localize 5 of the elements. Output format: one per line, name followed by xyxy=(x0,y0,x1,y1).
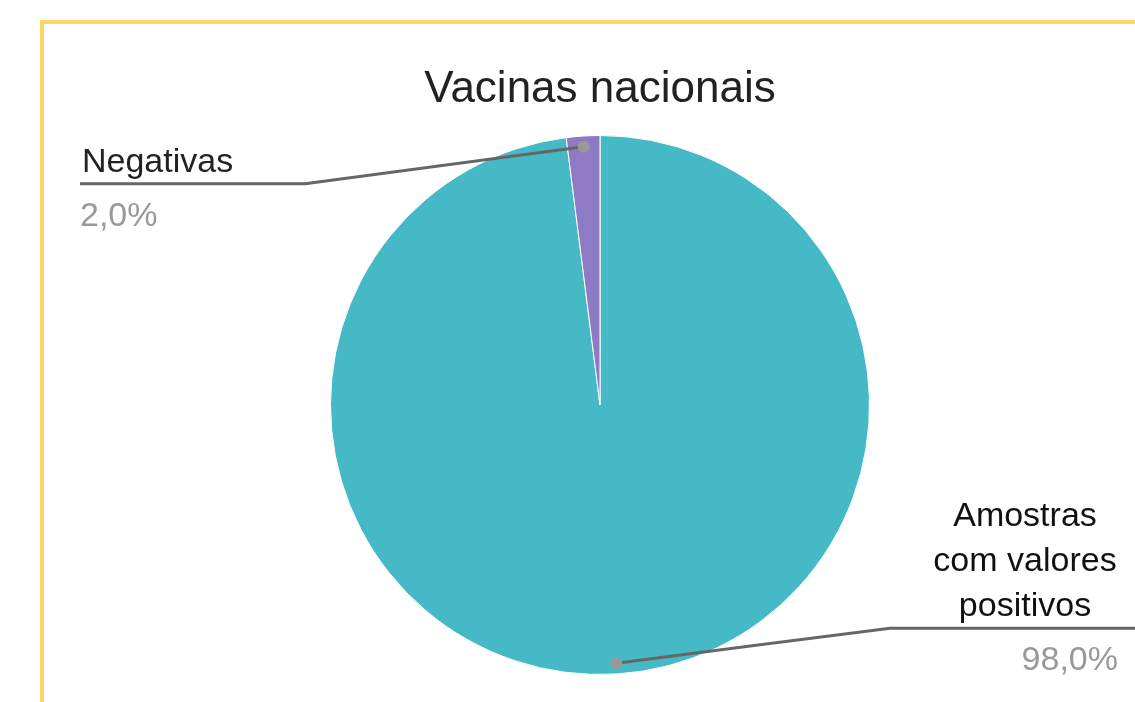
data-label: 2,0% xyxy=(80,194,158,233)
data-label: 98,0% xyxy=(1021,639,1118,678)
chart-title: Vacinas nacionais xyxy=(424,62,776,111)
slice-label: Amostras com valores positivos xyxy=(933,495,1117,624)
slice-label: Negativas xyxy=(82,140,234,179)
